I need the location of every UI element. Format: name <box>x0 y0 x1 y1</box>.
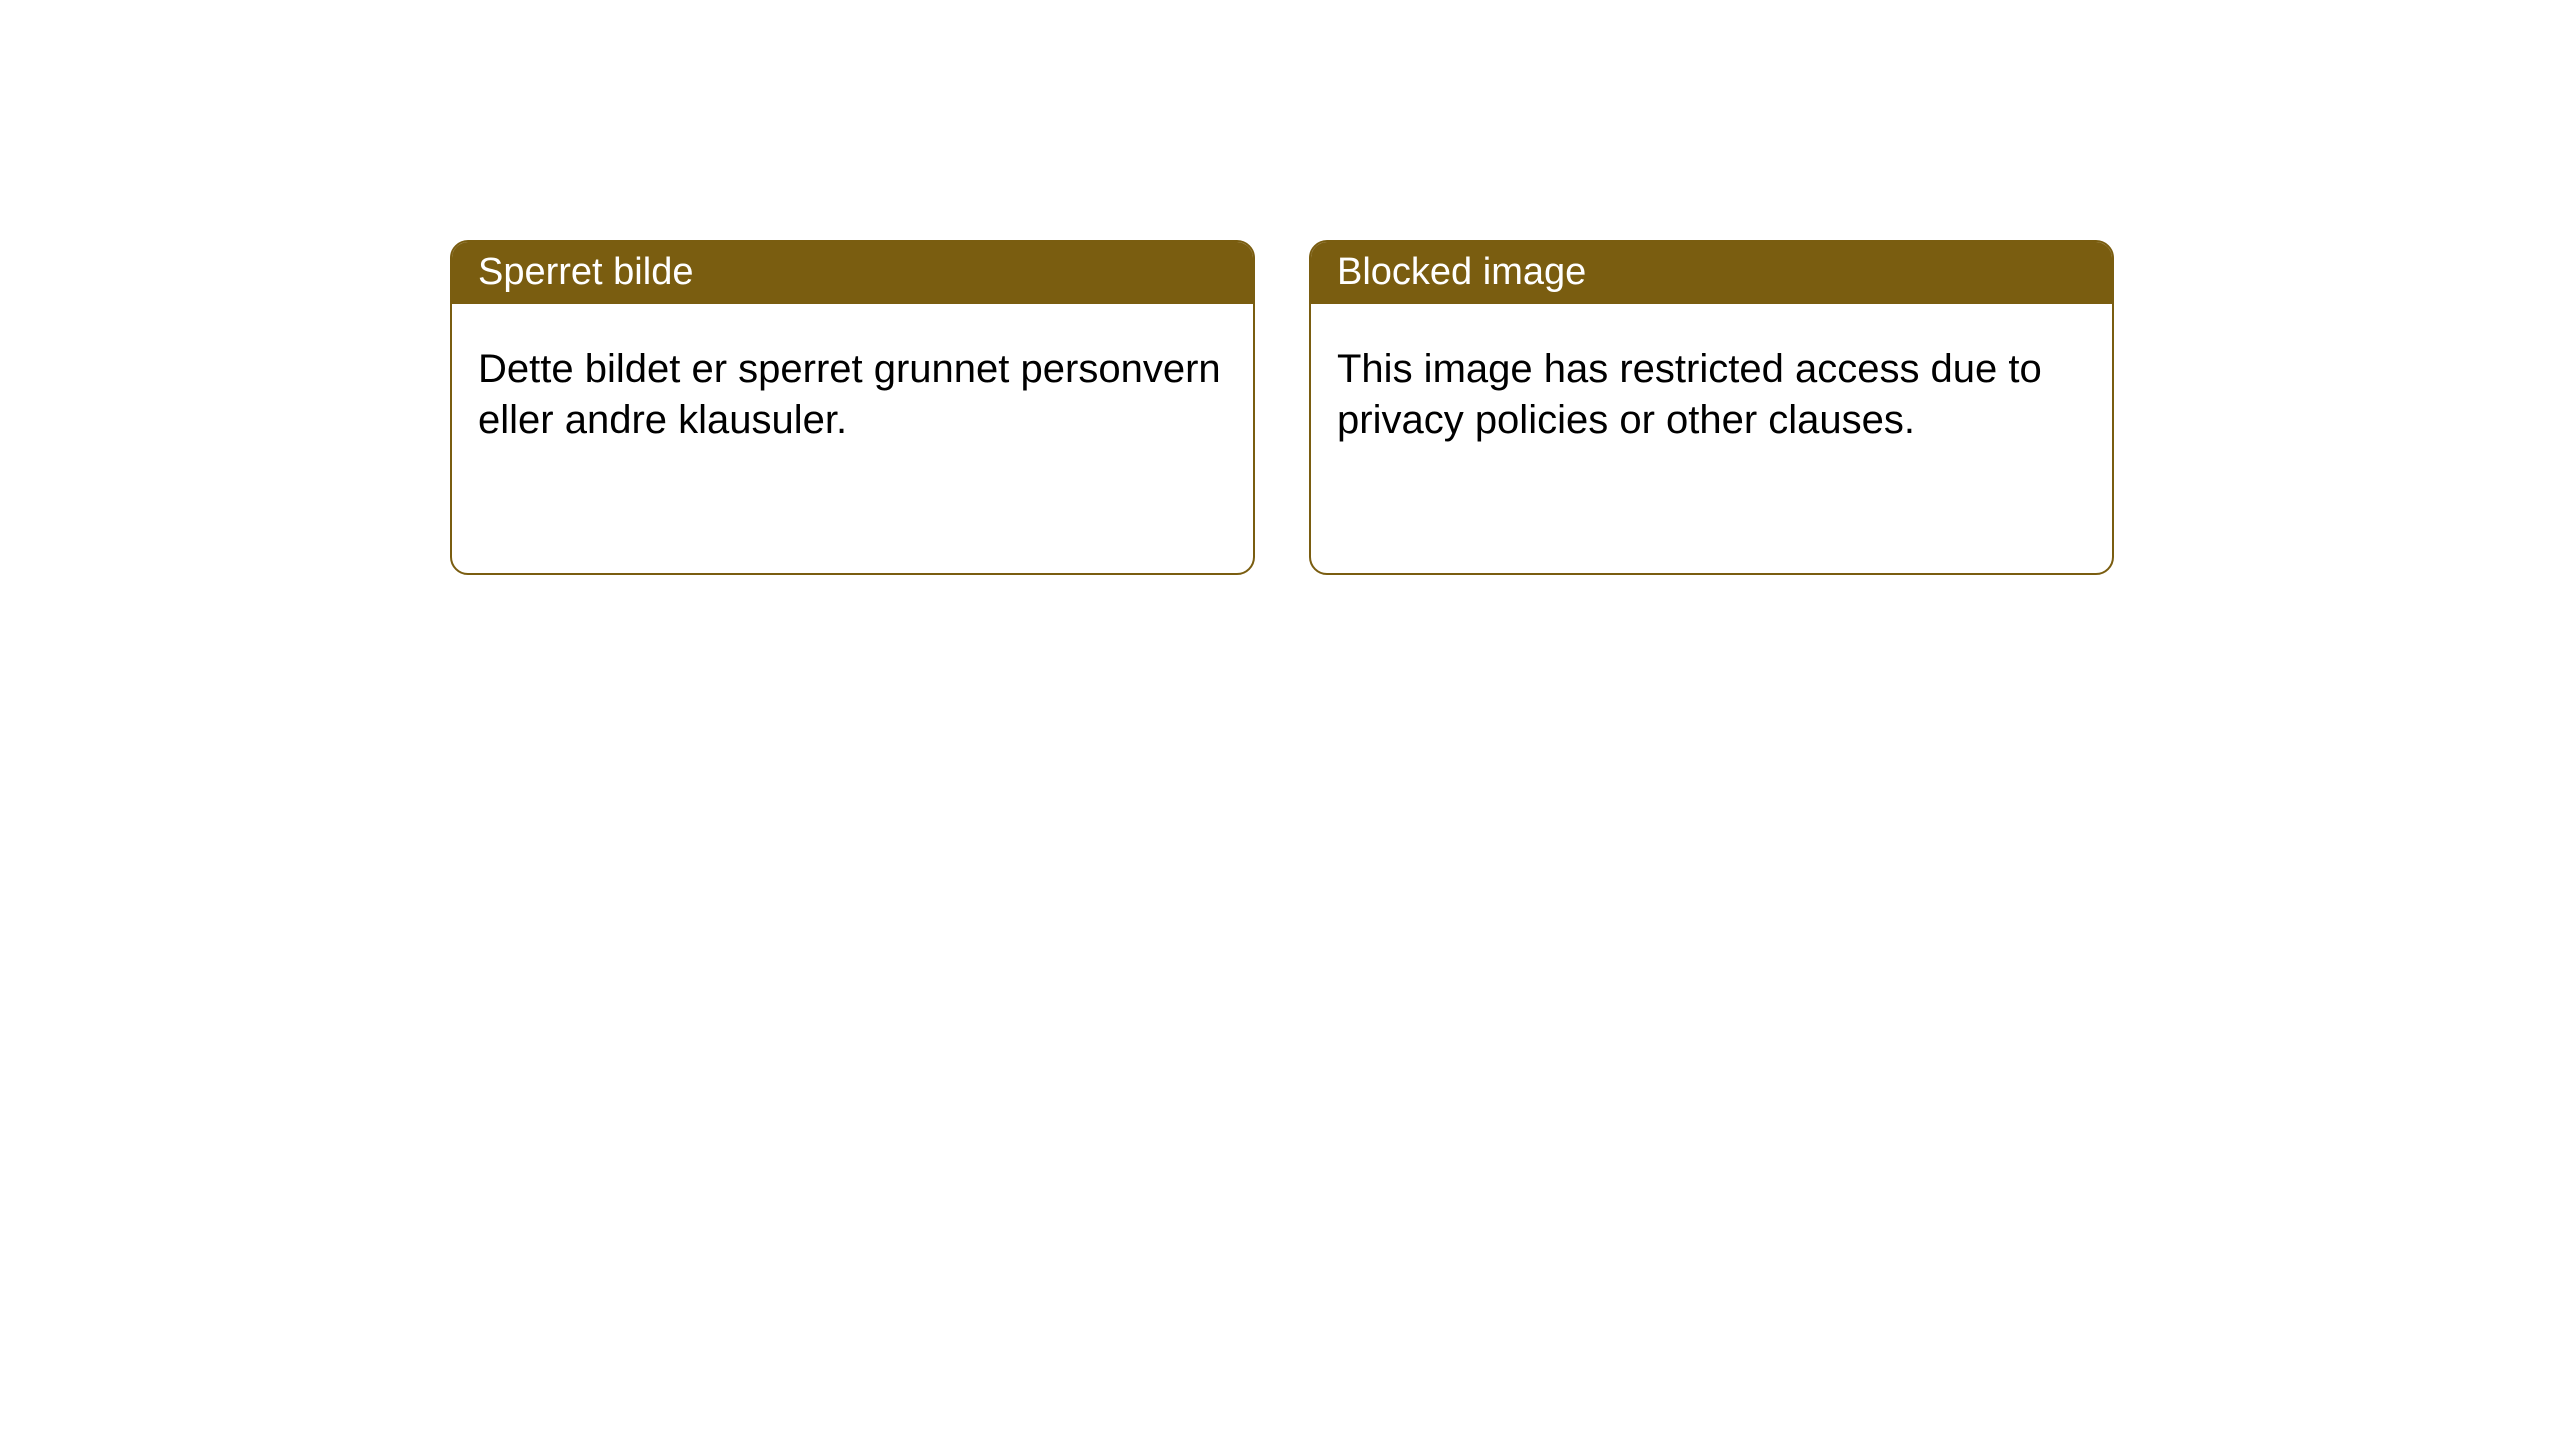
card-body-text: This image has restricted access due to … <box>1337 347 2042 442</box>
card-body: Dette bildet er sperret grunnet personve… <box>452 304 1253 486</box>
notice-cards-container: Sperret bilde Dette bildet er sperret gr… <box>450 240 2114 575</box>
card-header: Blocked image <box>1311 242 2112 304</box>
card-title: Blocked image <box>1337 251 1586 293</box>
notice-card-english: Blocked image This image has restricted … <box>1309 240 2114 575</box>
card-body-text: Dette bildet er sperret grunnet personve… <box>478 347 1221 442</box>
notice-card-norwegian: Sperret bilde Dette bildet er sperret gr… <box>450 240 1255 575</box>
card-title: Sperret bilde <box>478 251 693 293</box>
card-header: Sperret bilde <box>452 242 1253 304</box>
card-body: This image has restricted access due to … <box>1311 304 2112 486</box>
